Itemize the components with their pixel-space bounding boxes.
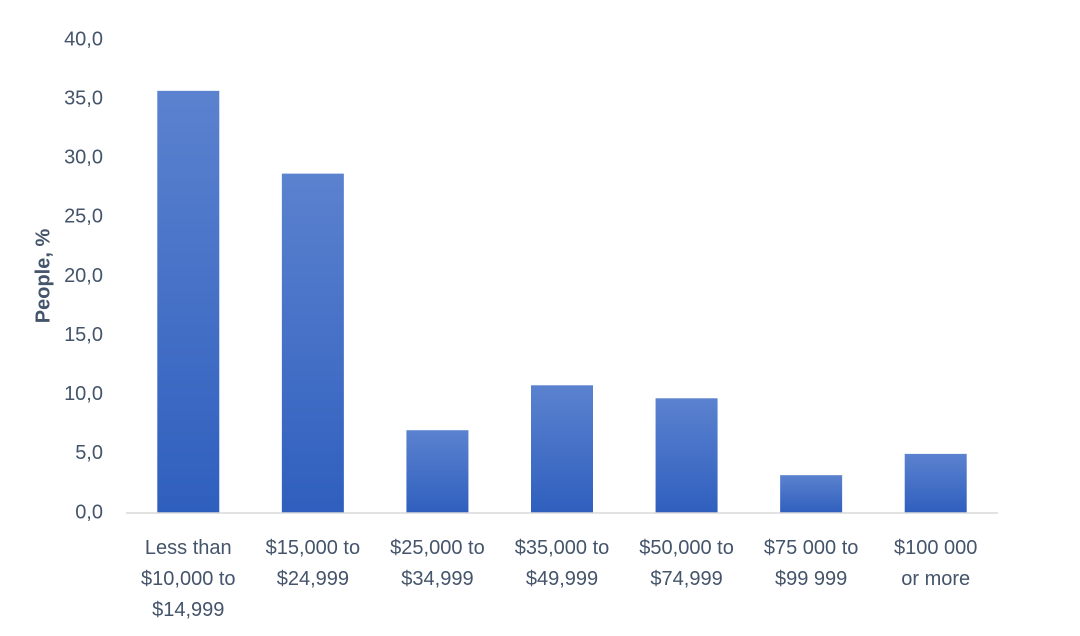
bar [157,90,220,513]
x-tick-label-line: Less than [145,537,232,559]
x-axis-labels: Less than $10,000 to $14,999 $15,000 to $24,… [141,537,977,621]
x-tick-label: $50,000 to $74,999 [639,537,734,590]
y-tick-label: 40,0 [64,28,103,50]
x-tick-label-line: $25,000 to [390,537,485,559]
y-axis-title: People, % [32,229,54,324]
x-tick-label-line: $15,000 to [266,537,361,559]
x-tick-label-line: $10,000 to [141,568,236,590]
x-tick-label-line: or more [901,568,970,590]
x-tick-label-line: $99 999 [775,568,847,590]
y-tick-label: 15,0 [64,324,103,346]
x-tick-label-line: $14,999 [152,599,224,621]
y-tick-label: 0,0 [75,501,103,523]
x-tick-label: $100 000 or more [894,537,977,590]
y-tick-label: 30,0 [64,147,103,169]
x-tick-label: $35,000 to $49,999 [515,537,610,590]
x-tick-label-line: $50,000 to [639,537,734,559]
x-tick-label-line: $49,999 [526,568,598,590]
bar [281,173,344,513]
x-tick-label-line: $100 000 [894,537,977,559]
x-tick-label-line: $24,999 [277,568,349,590]
x-tick-label: $75 000 to $99 999 [764,537,859,590]
x-tick-label: $15,000 to $24,999 [266,537,361,590]
y-tick-label: 35,0 [64,87,103,109]
x-tick-label-line: $74,999 [650,568,722,590]
x-tick-label: $25,000 to $34,999 [390,537,485,590]
x-tick-label-line: $35,000 to [515,537,610,559]
y-axis-ticks: 0,0 5,0 10,0 15,0 20,0 25,0 30,0 35,0 40,0 [64,28,103,523]
bar [531,385,593,513]
bar [904,453,967,513]
y-tick-label: 25,0 [64,206,103,228]
y-tick-label: 20,0 [64,265,103,287]
bar [780,475,843,513]
bar [655,398,718,513]
x-tick-label-line: $75 000 to [764,537,859,559]
y-tick-label: 5,0 [75,442,103,464]
x-tick-label: Less than $10,000 to $14,999 [141,537,236,621]
bars [157,90,967,513]
bar [406,430,469,513]
y-tick-label: 10,0 [64,383,103,405]
x-tick-label-line: $34,999 [401,568,473,590]
